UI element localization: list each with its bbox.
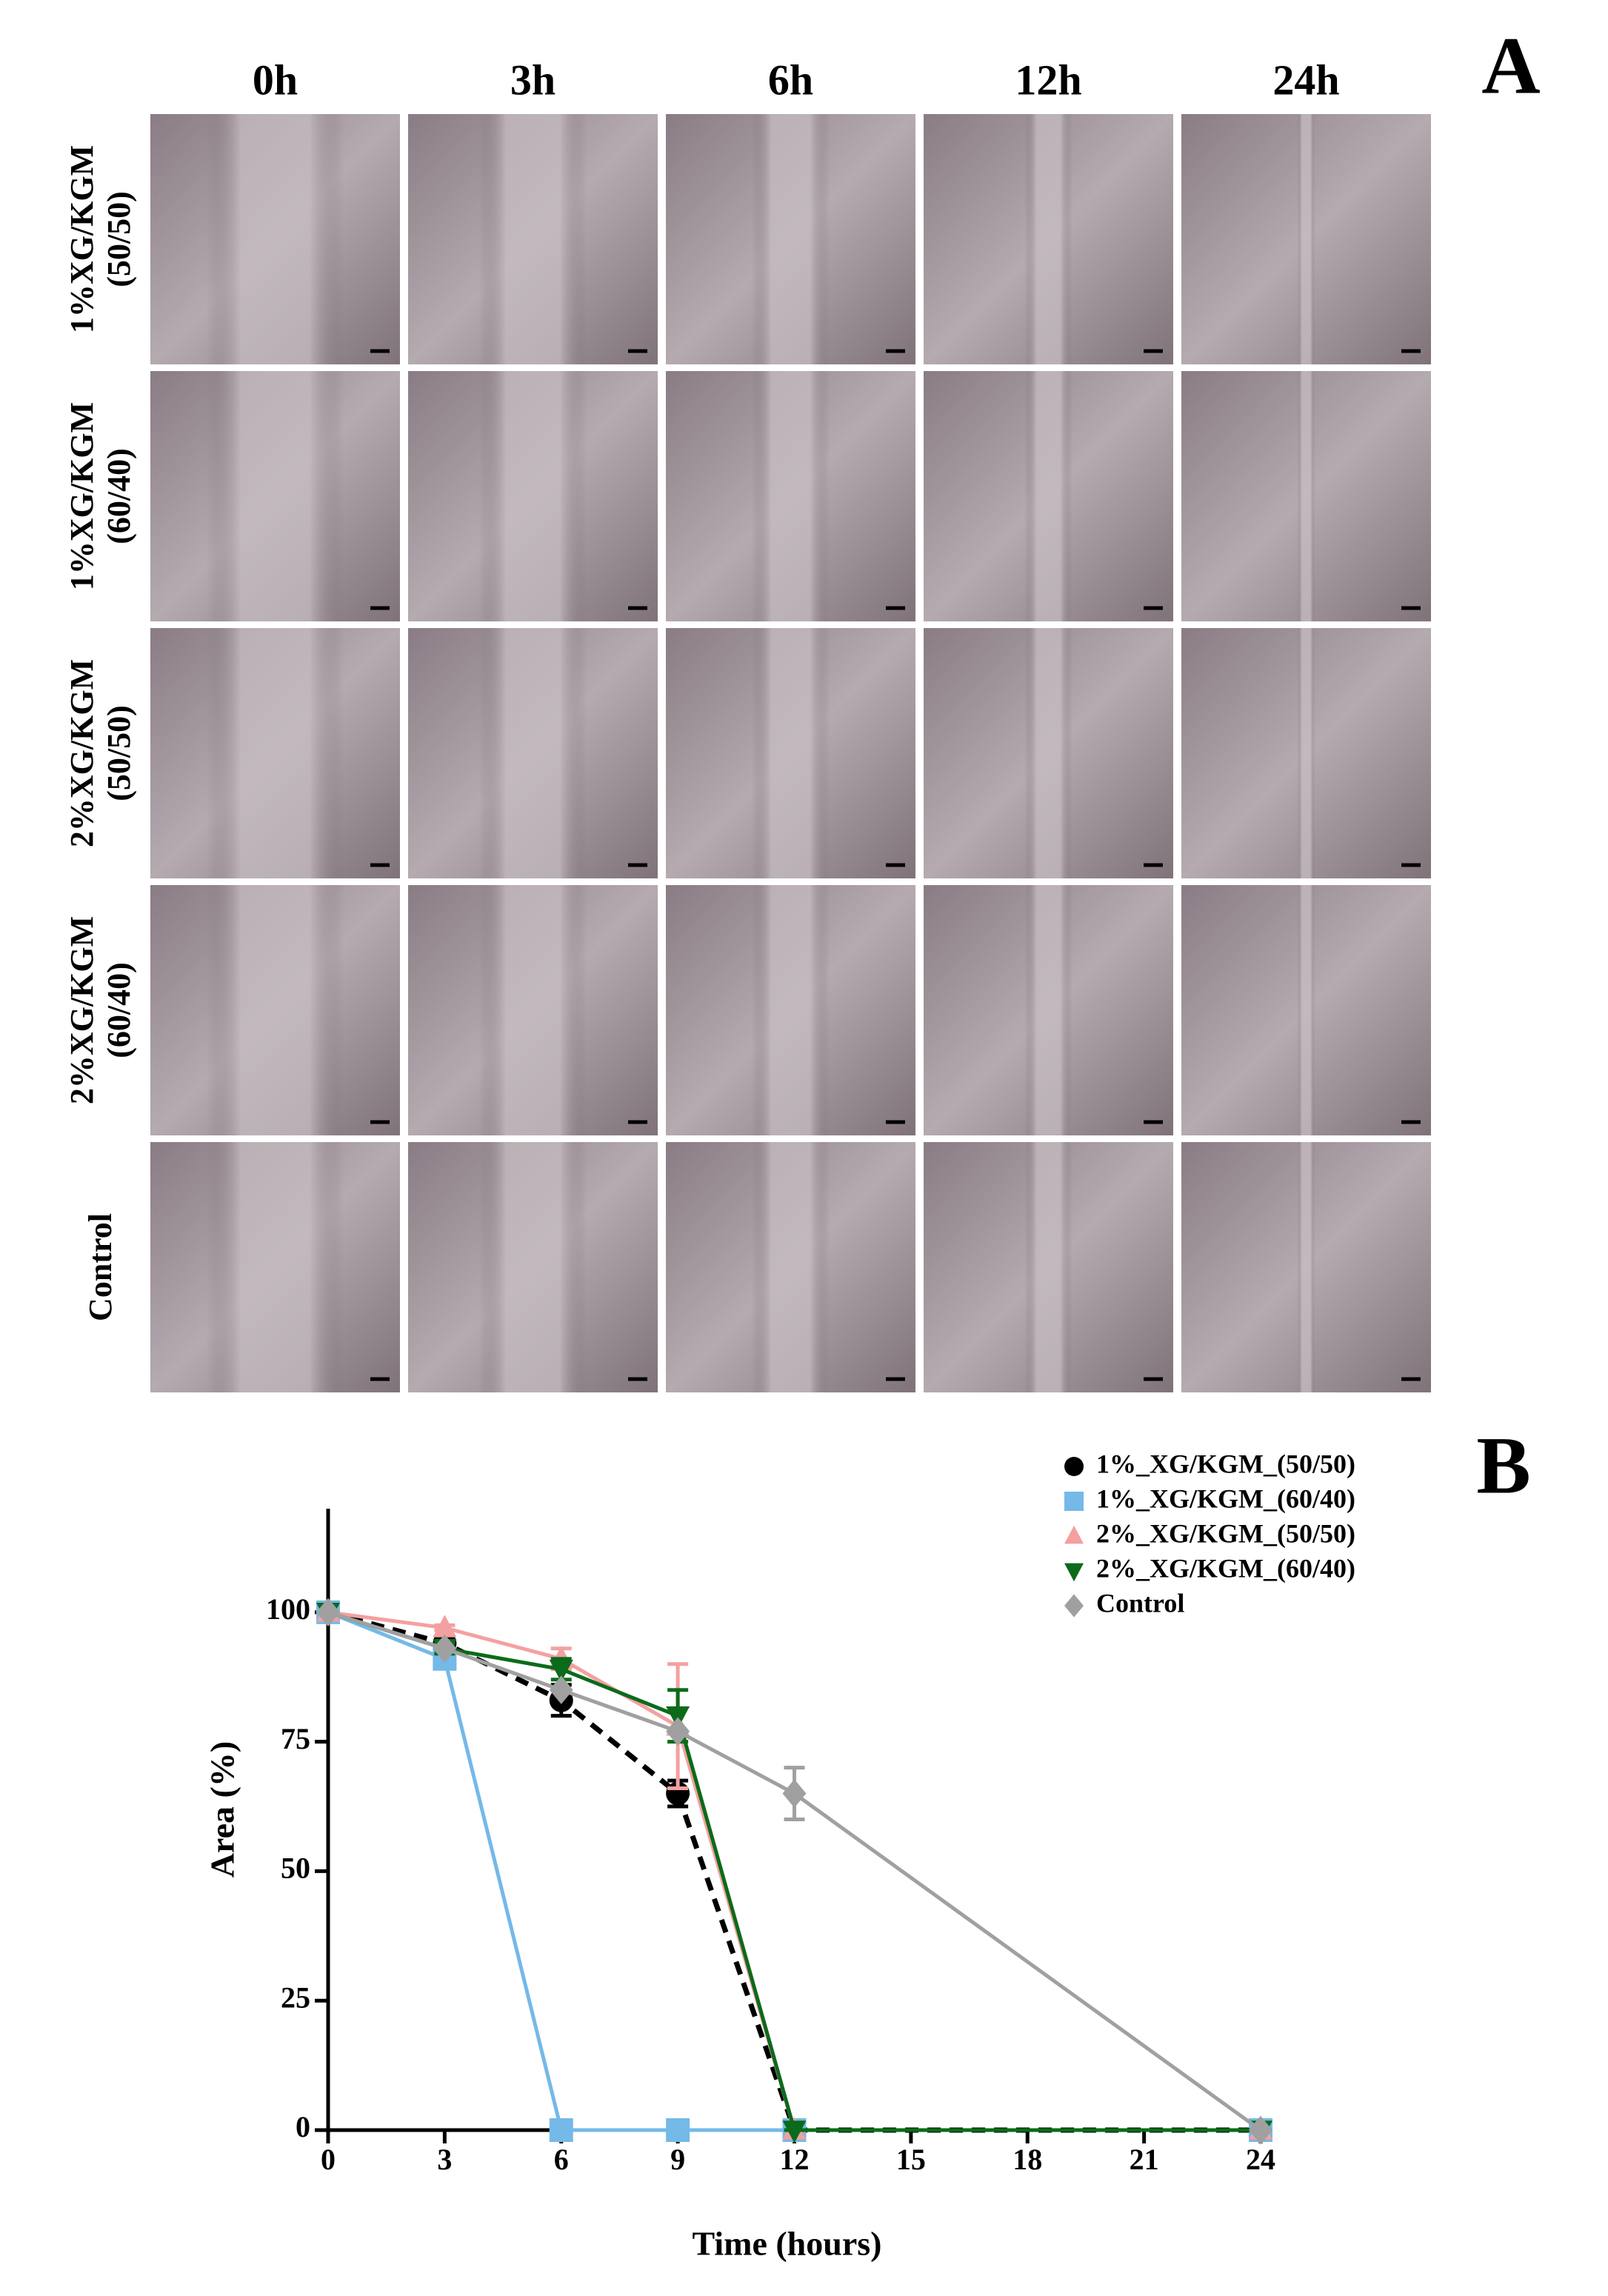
marker <box>316 1598 340 1627</box>
wound-gap <box>1297 1142 1315 1392</box>
x-tick-label: 3 <box>437 2143 452 2176</box>
legend-marker <box>1064 1492 1084 1511</box>
column-header: 24h <box>1272 56 1339 104</box>
legend-marker <box>1064 1563 1084 1582</box>
wound-gap <box>1297 628 1315 878</box>
x-axis-title: Time (hours) <box>693 2225 882 2263</box>
legend-marker <box>1064 1525 1084 1544</box>
marker <box>433 1615 457 1638</box>
legend-label: Control <box>1096 1588 1184 1618</box>
row-label: (60/40) <box>101 962 137 1058</box>
marker <box>549 2118 573 2142</box>
wound-gap <box>1297 885 1315 1135</box>
series-line <box>327 1609 1261 2133</box>
wound-gap <box>1024 628 1072 878</box>
legend-label: 1%_XG/KGM_(50/50) <box>1096 1449 1355 1478</box>
series-line <box>327 1610 1261 2132</box>
wound-gap <box>479 114 587 364</box>
wound-gap <box>1024 885 1072 1135</box>
wound-gap <box>479 371 587 621</box>
marker <box>666 2118 690 2142</box>
marker <box>433 1634 457 1663</box>
wound-gap <box>479 628 587 878</box>
wound-gap <box>206 628 344 878</box>
y-tick-label: 100 <box>266 1592 310 1626</box>
row-label: Control <box>82 1213 119 1321</box>
legend-marker <box>1064 1594 1084 1618</box>
wound-gap <box>752 885 830 1135</box>
wound-gap <box>752 1142 830 1392</box>
x-tick-label: 9 <box>670 2143 685 2176</box>
row-label: 2%XG/KGM <box>64 916 100 1104</box>
wound-gap <box>479 885 587 1135</box>
y-tick-label: 0 <box>296 2110 310 2143</box>
row-label: (50/50) <box>101 705 137 801</box>
column-header: 6h <box>768 56 813 104</box>
wound-gap <box>752 371 830 621</box>
y-tick-label: 50 <box>281 1852 310 1885</box>
row-label: (60/40) <box>101 448 137 544</box>
row-label: 1%XG/KGM <box>64 402 100 590</box>
row-label: 1%XG/KGM <box>64 145 100 333</box>
wound-gap <box>206 1142 344 1392</box>
series-line <box>327 1610 1261 2132</box>
panel-label: A <box>1481 20 1540 110</box>
x-tick-label: 12 <box>780 2143 810 2176</box>
y-tick-label: 25 <box>281 1980 310 2014</box>
wound-gap <box>752 114 830 364</box>
x-tick-label: 0 <box>321 2143 336 2176</box>
legend-label: 1%_XG/KGM_(60/40) <box>1096 1484 1355 1513</box>
x-tick-label: 15 <box>896 2143 926 2176</box>
x-tick-label: 21 <box>1130 2143 1159 2176</box>
marker <box>1249 2115 1272 2145</box>
wound-gap <box>1024 371 1072 621</box>
wound-gap <box>752 628 830 878</box>
column-header: 12h <box>1015 56 1081 104</box>
wound-gap <box>1297 114 1315 364</box>
series-line <box>327 1610 1261 2132</box>
marker <box>782 2120 807 2143</box>
wound-gap <box>1024 1142 1072 1392</box>
legend-marker <box>1064 1457 1084 1476</box>
wound-gap <box>206 885 344 1135</box>
wound-gap <box>206 371 344 621</box>
marker <box>549 1675 573 1704</box>
x-tick-label: 6 <box>554 2143 569 2176</box>
x-tick-label: 18 <box>1012 2143 1042 2176</box>
x-tick-label: 24 <box>1246 2143 1275 2176</box>
column-header: 3h <box>510 56 556 104</box>
marker <box>666 1717 690 1746</box>
legend-label: 2%_XG/KGM_(50/50) <box>1096 1518 1355 1548</box>
panel-label: B <box>1476 1420 1530 1510</box>
series-line <box>327 1610 1262 2132</box>
y-axis-title: Area (%) <box>204 1741 241 1878</box>
wound-gap <box>1024 114 1072 364</box>
wound-gap <box>479 1142 587 1392</box>
marker <box>782 1779 807 1808</box>
wound-gap <box>1297 371 1315 621</box>
wound-gap <box>206 114 344 364</box>
legend-label: 2%_XG/KGM_(60/40) <box>1096 1553 1355 1583</box>
column-header: 0h <box>253 56 298 104</box>
marker <box>549 1659 573 1683</box>
row-label: (50/50) <box>101 191 137 287</box>
y-tick-label: 75 <box>281 1722 310 1755</box>
row-label: 2%XG/KGM <box>64 659 100 847</box>
